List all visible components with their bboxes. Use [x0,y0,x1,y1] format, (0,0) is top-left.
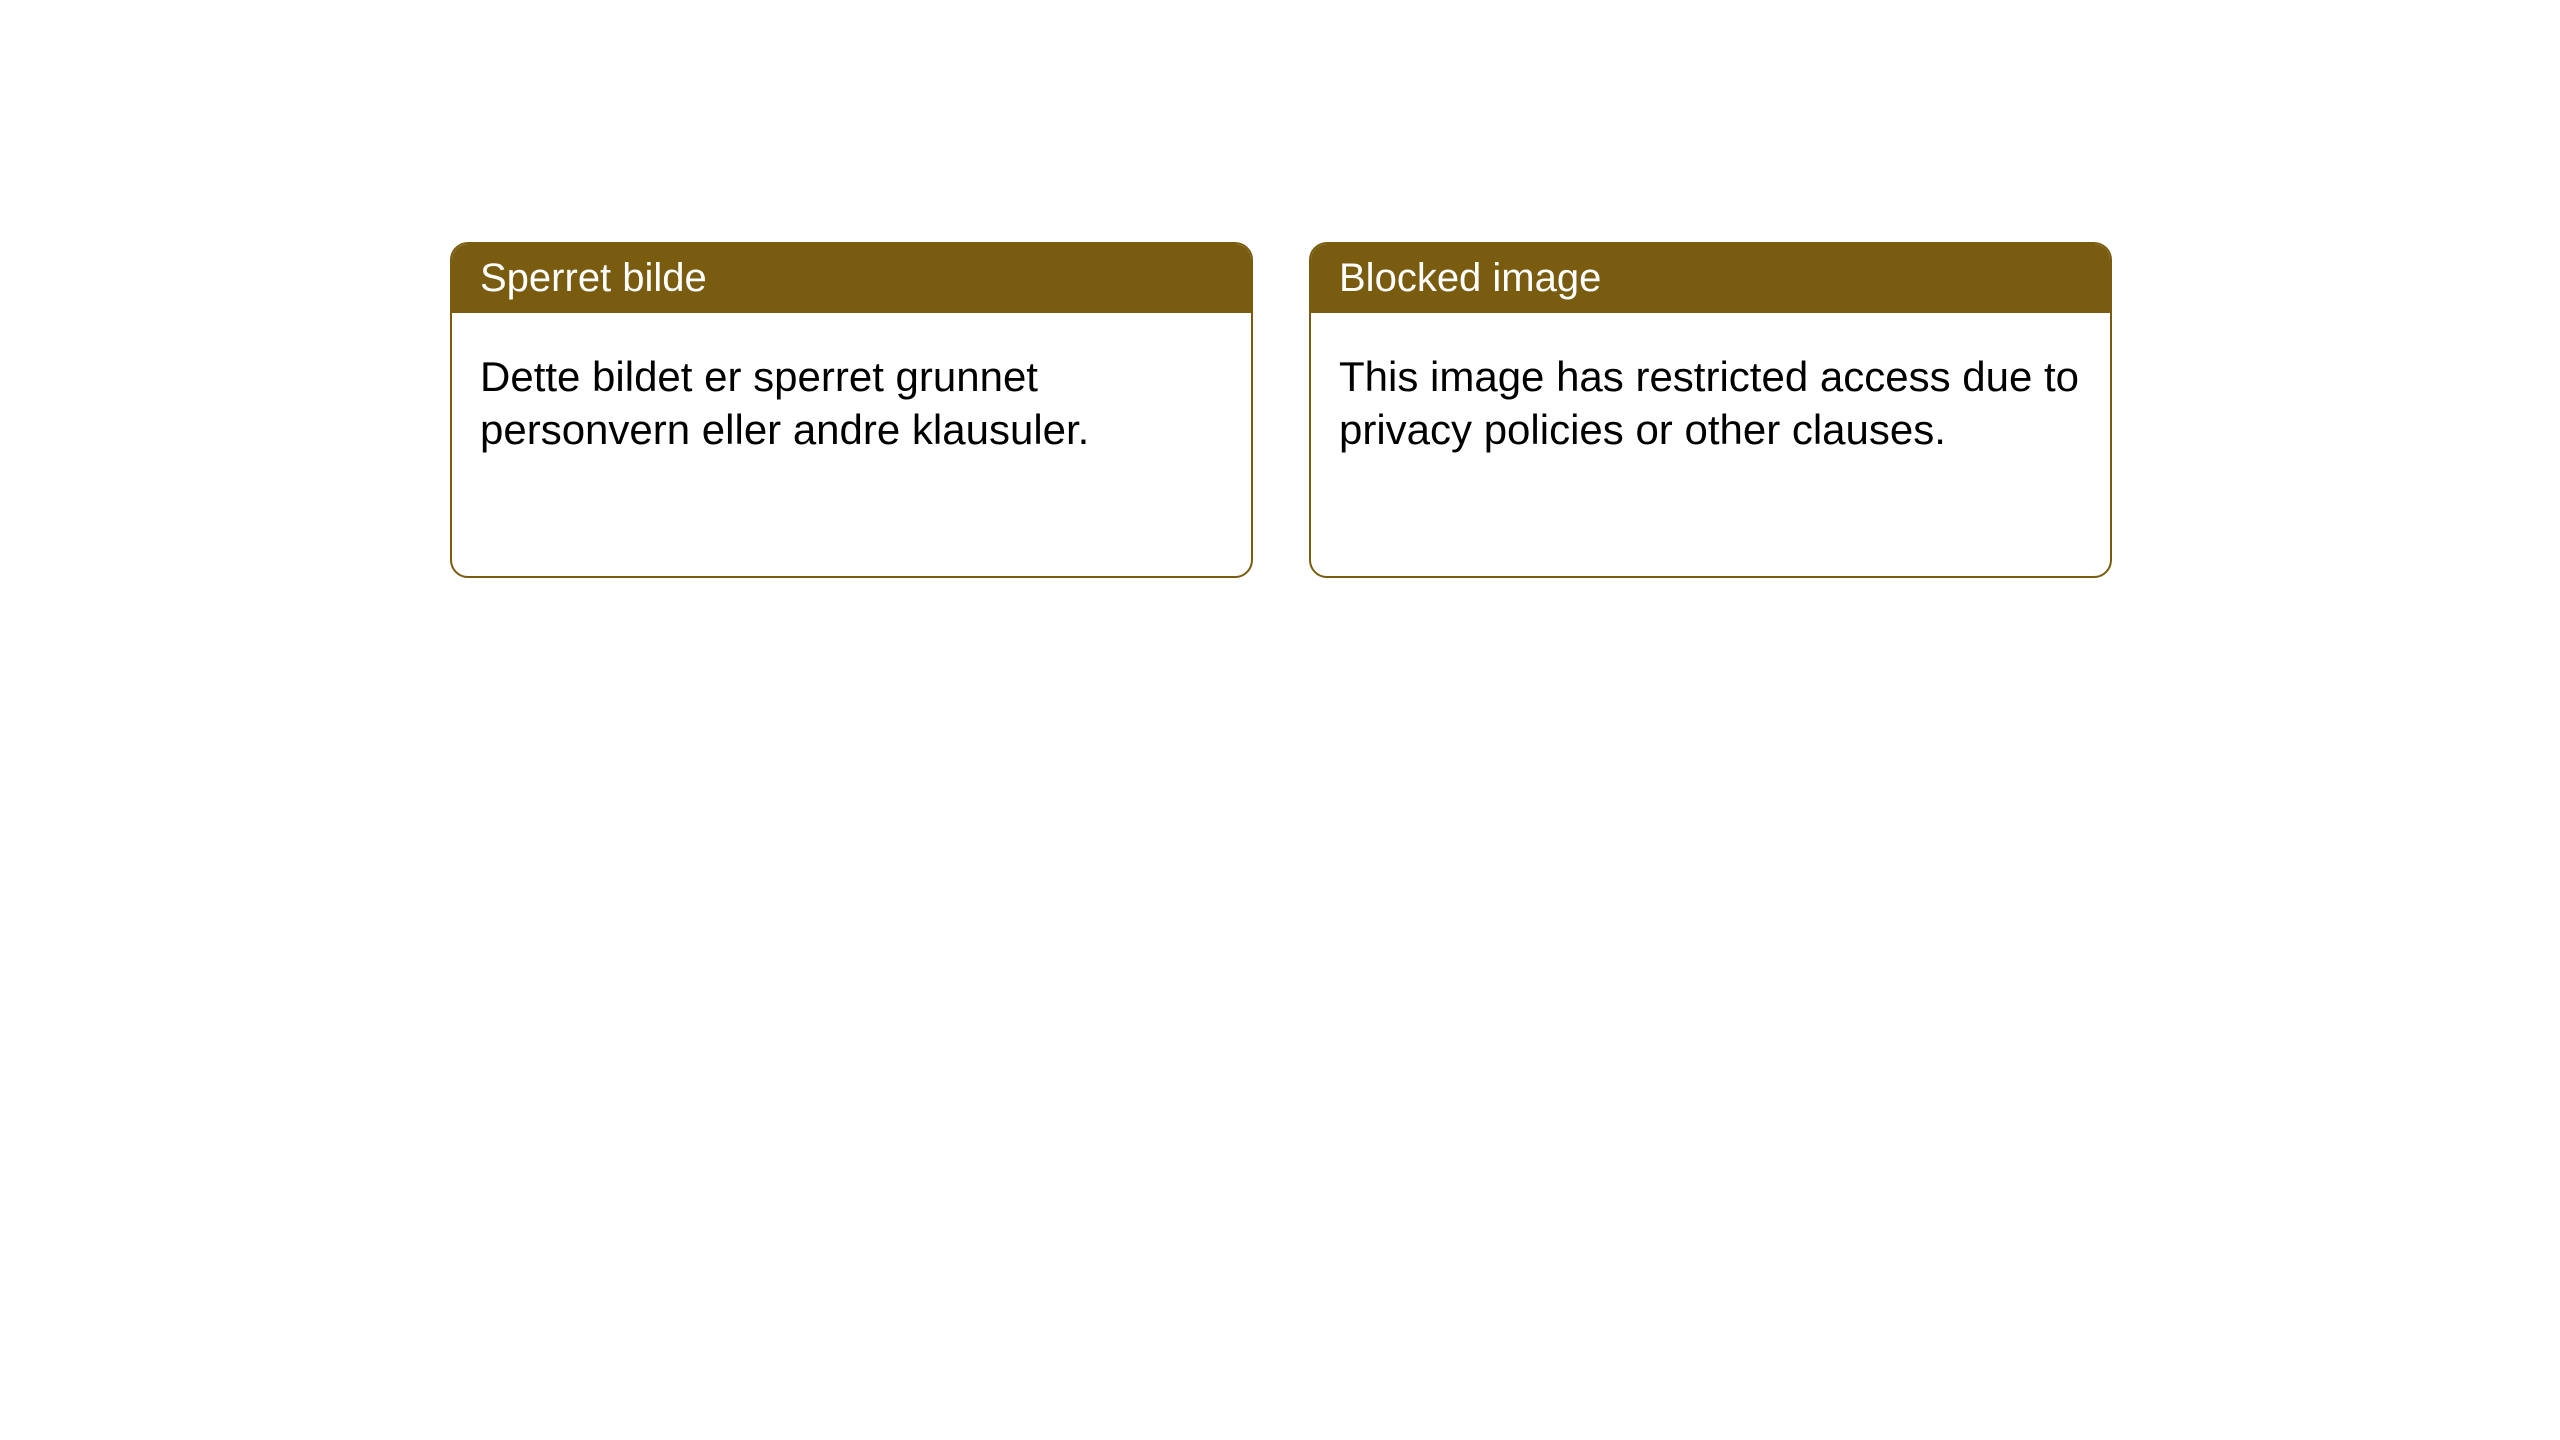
notice-card-body: This image has restricted access due to … [1311,313,2110,494]
notice-card-title: Blocked image [1311,244,2110,313]
notice-card-body: Dette bildet er sperret grunnet personve… [452,313,1251,494]
notice-card-english: Blocked image This image has restricted … [1309,242,2112,578]
notice-card-title: Sperret bilde [452,244,1251,313]
notice-cards-container: Sperret bilde Dette bildet er sperret gr… [450,242,2112,578]
notice-card-norwegian: Sperret bilde Dette bildet er sperret gr… [450,242,1253,578]
